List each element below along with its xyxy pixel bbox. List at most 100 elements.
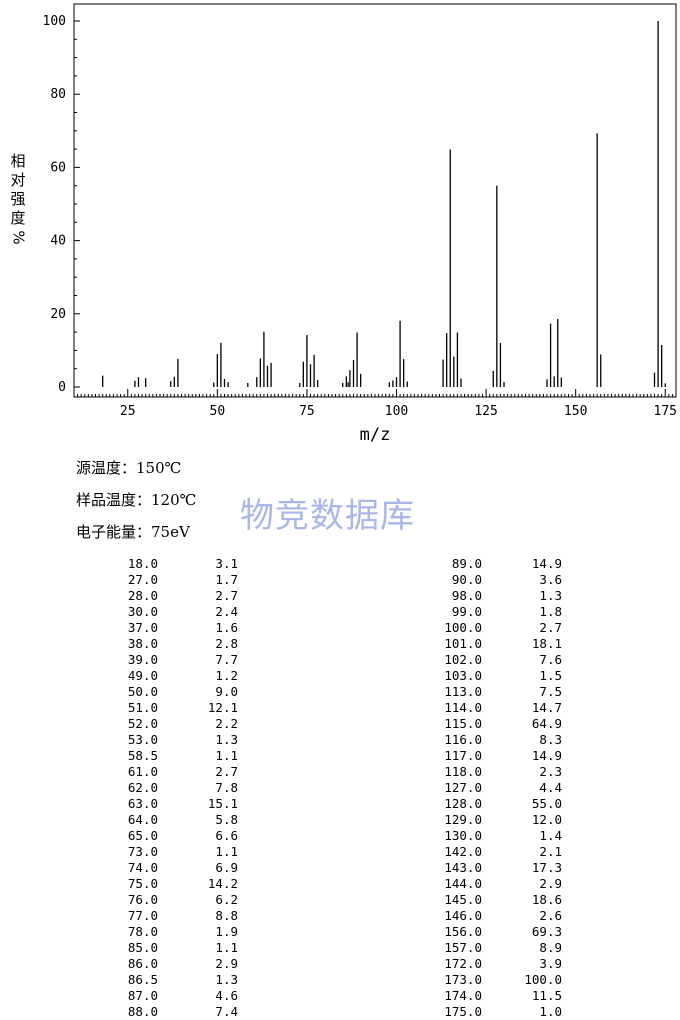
- electron-energy-label: 电子能量：: [76, 523, 152, 541]
- plot-frame: [73, 3, 677, 398]
- y-axis-label: 相 对 强 度 %: [8, 152, 28, 247]
- peak-table-row: 130.0 1.4: [440, 828, 562, 844]
- peak-mz: 62.0: [127, 780, 158, 795]
- peak-intensity: 2.7: [539, 620, 562, 635]
- peak-intensity: 14.9: [531, 556, 562, 571]
- peak-table-row: 18.0 3.1: [116, 556, 238, 572]
- peak-intensity: 1.6: [215, 620, 238, 635]
- peak-mz: 77.0: [127, 908, 158, 923]
- peak-table-row: 64.0 5.8: [116, 812, 238, 828]
- peak-intensity: 1.3: [215, 732, 238, 747]
- peak-mz: 98.0: [451, 588, 482, 603]
- sample-temperature-value: 120℃: [151, 491, 197, 509]
- peak-intensity: 17.3: [531, 860, 562, 875]
- peak-table-row: 28.0 2.7: [116, 588, 238, 604]
- peak-mz: 38.0: [127, 636, 158, 651]
- peak-intensity: 18.6: [531, 892, 562, 907]
- peak-intensity: 2.7: [215, 588, 238, 603]
- peak-intensity: 6.6: [215, 828, 238, 843]
- peak-table-row: 103.0 1.5: [440, 668, 562, 684]
- peak-mz: 142.0: [444, 844, 482, 859]
- x-tick-label: 125: [474, 404, 497, 419]
- peak-table-row: 127.0 4.4: [440, 780, 562, 796]
- y-tick-label: 100: [43, 14, 66, 29]
- peak-intensity: 1.3: [539, 588, 562, 603]
- peak-mz: 156.0: [444, 924, 482, 939]
- peak-table-row: 61.0 2.7: [116, 764, 238, 780]
- peak-mz: 114.0: [444, 700, 482, 715]
- peak-mz: 53.0: [127, 732, 158, 747]
- peak-mz: 78.0: [127, 924, 158, 939]
- peak-intensity: 3.9: [539, 956, 562, 971]
- peak-table-row: 38.0 2.8: [116, 636, 238, 652]
- peak-intensity: 1.9: [215, 924, 238, 939]
- peak-intensity: 2.6: [539, 908, 562, 923]
- peak-table-left: 18.0 3.1 27.0 1.7 28.0 2.7 30.0 2.4 37.0 1.6 38.0 2…: [116, 556, 238, 1020]
- peak-mz: 116.0: [444, 732, 482, 747]
- peak-table-row: 63.0 15.1: [116, 796, 238, 812]
- peak-mz: 145.0: [444, 892, 482, 907]
- peak-mz: 86.5: [127, 972, 158, 987]
- peak-table-row: 157.0 8.9: [440, 940, 562, 956]
- peak-intensity: 3.6: [539, 572, 562, 587]
- peak-table-row: 65.0 6.6: [116, 828, 238, 844]
- electron-energy: 电子能量：75eV: [76, 521, 190, 542]
- peak-mz: 61.0: [127, 764, 158, 779]
- peak-mz: 87.0: [127, 988, 158, 1003]
- peak-intensity: 7.5: [539, 684, 562, 699]
- x-tick-label: 50: [210, 404, 226, 419]
- peak-table-row: 88.0 7.4: [116, 1004, 238, 1020]
- peak-table-row: 113.0 7.5: [440, 684, 562, 700]
- peak-mz: 117.0: [444, 748, 482, 763]
- peak-intensity: 2.1: [539, 844, 562, 859]
- y-tick-label: 0: [58, 380, 66, 395]
- peak-mz: 73.0: [127, 844, 158, 859]
- peak-intensity: 55.0: [531, 796, 562, 811]
- peak-table-row: 51.0 12.1: [116, 700, 238, 716]
- peak-mz: 103.0: [444, 668, 482, 683]
- y-tick-label: 60: [50, 160, 66, 175]
- peak-intensity: 14.9: [531, 748, 562, 763]
- peak-intensity: 100.0: [524, 972, 562, 987]
- peak-mz: 173.0: [444, 972, 482, 987]
- y-axis-label-char: 度: [10, 209, 26, 227]
- peak-table-row: 30.0 2.4: [116, 604, 238, 620]
- peak-table-row: 75.0 14.2: [116, 876, 238, 892]
- peak-table-row: 117.0 14.9: [440, 748, 562, 764]
- peak-mz: 100.0: [444, 620, 482, 635]
- peak-table-row: 98.0 1.3: [440, 588, 562, 604]
- y-axis-label-char: 相: [10, 152, 26, 170]
- y-tick-label: 20: [50, 307, 66, 322]
- peak-intensity: 6.9: [215, 860, 238, 875]
- x-tick-label: 175: [654, 404, 677, 419]
- peak-mz: 50.0: [127, 684, 158, 699]
- peak-intensity: 14.7: [531, 700, 562, 715]
- peak-mz: 90.0: [451, 572, 482, 587]
- peak-intensity: 1.1: [215, 940, 238, 955]
- y-tick-label: 80: [50, 87, 66, 102]
- peak-table-right: 89.0 14.9 90.0 3.6 98.0 1.3 99.0 1.8 100.0 2.7 101…: [440, 556, 562, 1020]
- peak-intensity: 64.9: [531, 716, 562, 731]
- peak-table-row: 99.0 1.8: [440, 604, 562, 620]
- peak-intensity: 15.1: [207, 796, 238, 811]
- peak-mz: 101.0: [444, 636, 482, 651]
- peak-mz: 65.0: [127, 828, 158, 843]
- peak-intensity: 1.4: [539, 828, 562, 843]
- peak-table-row: 27.0 1.7: [116, 572, 238, 588]
- peak-intensity: 8.3: [539, 732, 562, 747]
- peak-mz: 174.0: [444, 988, 482, 1003]
- peak-intensity: 6.2: [215, 892, 238, 907]
- peak-mz: 129.0: [444, 812, 482, 827]
- peak-table-row: 76.0 6.2: [116, 892, 238, 908]
- sample-temperature: 样品温度：120℃: [76, 489, 196, 510]
- peak-table-row: 58.5 1.1: [116, 748, 238, 764]
- peak-table-row: 62.0 7.8: [116, 780, 238, 796]
- peak-intensity: 69.3: [531, 924, 562, 939]
- peak-table-row: 143.0 17.3: [440, 860, 562, 876]
- peak-table-row: 146.0 2.6: [440, 908, 562, 924]
- peak-mz: 52.0: [127, 716, 158, 731]
- peak-mz: 64.0: [127, 812, 158, 827]
- peak-mz: 113.0: [444, 684, 482, 699]
- peak-table-row: 114.0 14.7: [440, 700, 562, 716]
- peak-table-row: 142.0 2.1: [440, 844, 562, 860]
